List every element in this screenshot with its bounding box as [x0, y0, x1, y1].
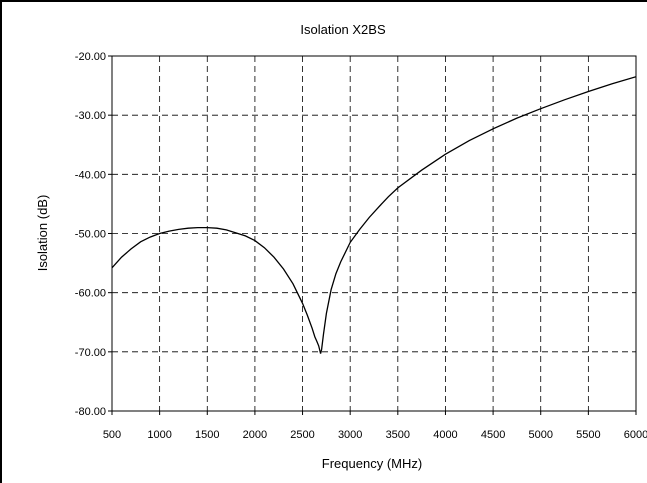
y-tick-label-5: -70.00: [75, 347, 106, 359]
x-axis-ticks: 500 1000 1500 2000 2500 3000 3500 4000 4500 5000 5…: [103, 411, 647, 441]
y-tick-label-0: -20.00: [75, 51, 106, 63]
x-tick-label-0: 500: [103, 429, 121, 441]
y-axis-ticks: -20.00 -30.00 -40.00 -50.00 -60.00 -70.00 -80.…: [75, 51, 112, 418]
x-tick-label-9: 5000: [528, 429, 552, 441]
y-axis-title: Isolation (dB): [35, 195, 50, 272]
x-tick-label-3: 2000: [243, 429, 267, 441]
grid-lines: [112, 56, 636, 411]
x-tick-label-10: 5500: [576, 429, 600, 441]
y-tick-label-2: -40.00: [75, 169, 106, 181]
x-tick-label-5: 3000: [338, 429, 362, 441]
y-tick-label-3: -50.00: [75, 229, 106, 241]
x-tick-label-2: 1500: [195, 429, 219, 441]
x-tick-label-4: 2500: [290, 429, 314, 441]
x-tick-label-1: 1000: [147, 429, 171, 441]
x-tick-label-7: 4000: [433, 429, 457, 441]
x-tick-label-11: 6000: [624, 429, 647, 441]
isolation-series-line: [111, 76, 637, 354]
x-tick-label-6: 3500: [386, 429, 410, 441]
x-tick-label-8: 4500: [481, 429, 505, 441]
y-tick-label-1: -30.00: [75, 110, 106, 122]
y-tick-label-6: -80.00: [75, 406, 106, 418]
x-axis-title: Frequency (MHz): [322, 456, 422, 471]
chart-title: Isolation X2BS: [300, 22, 386, 37]
y-tick-label-4: -60.00: [75, 288, 106, 300]
